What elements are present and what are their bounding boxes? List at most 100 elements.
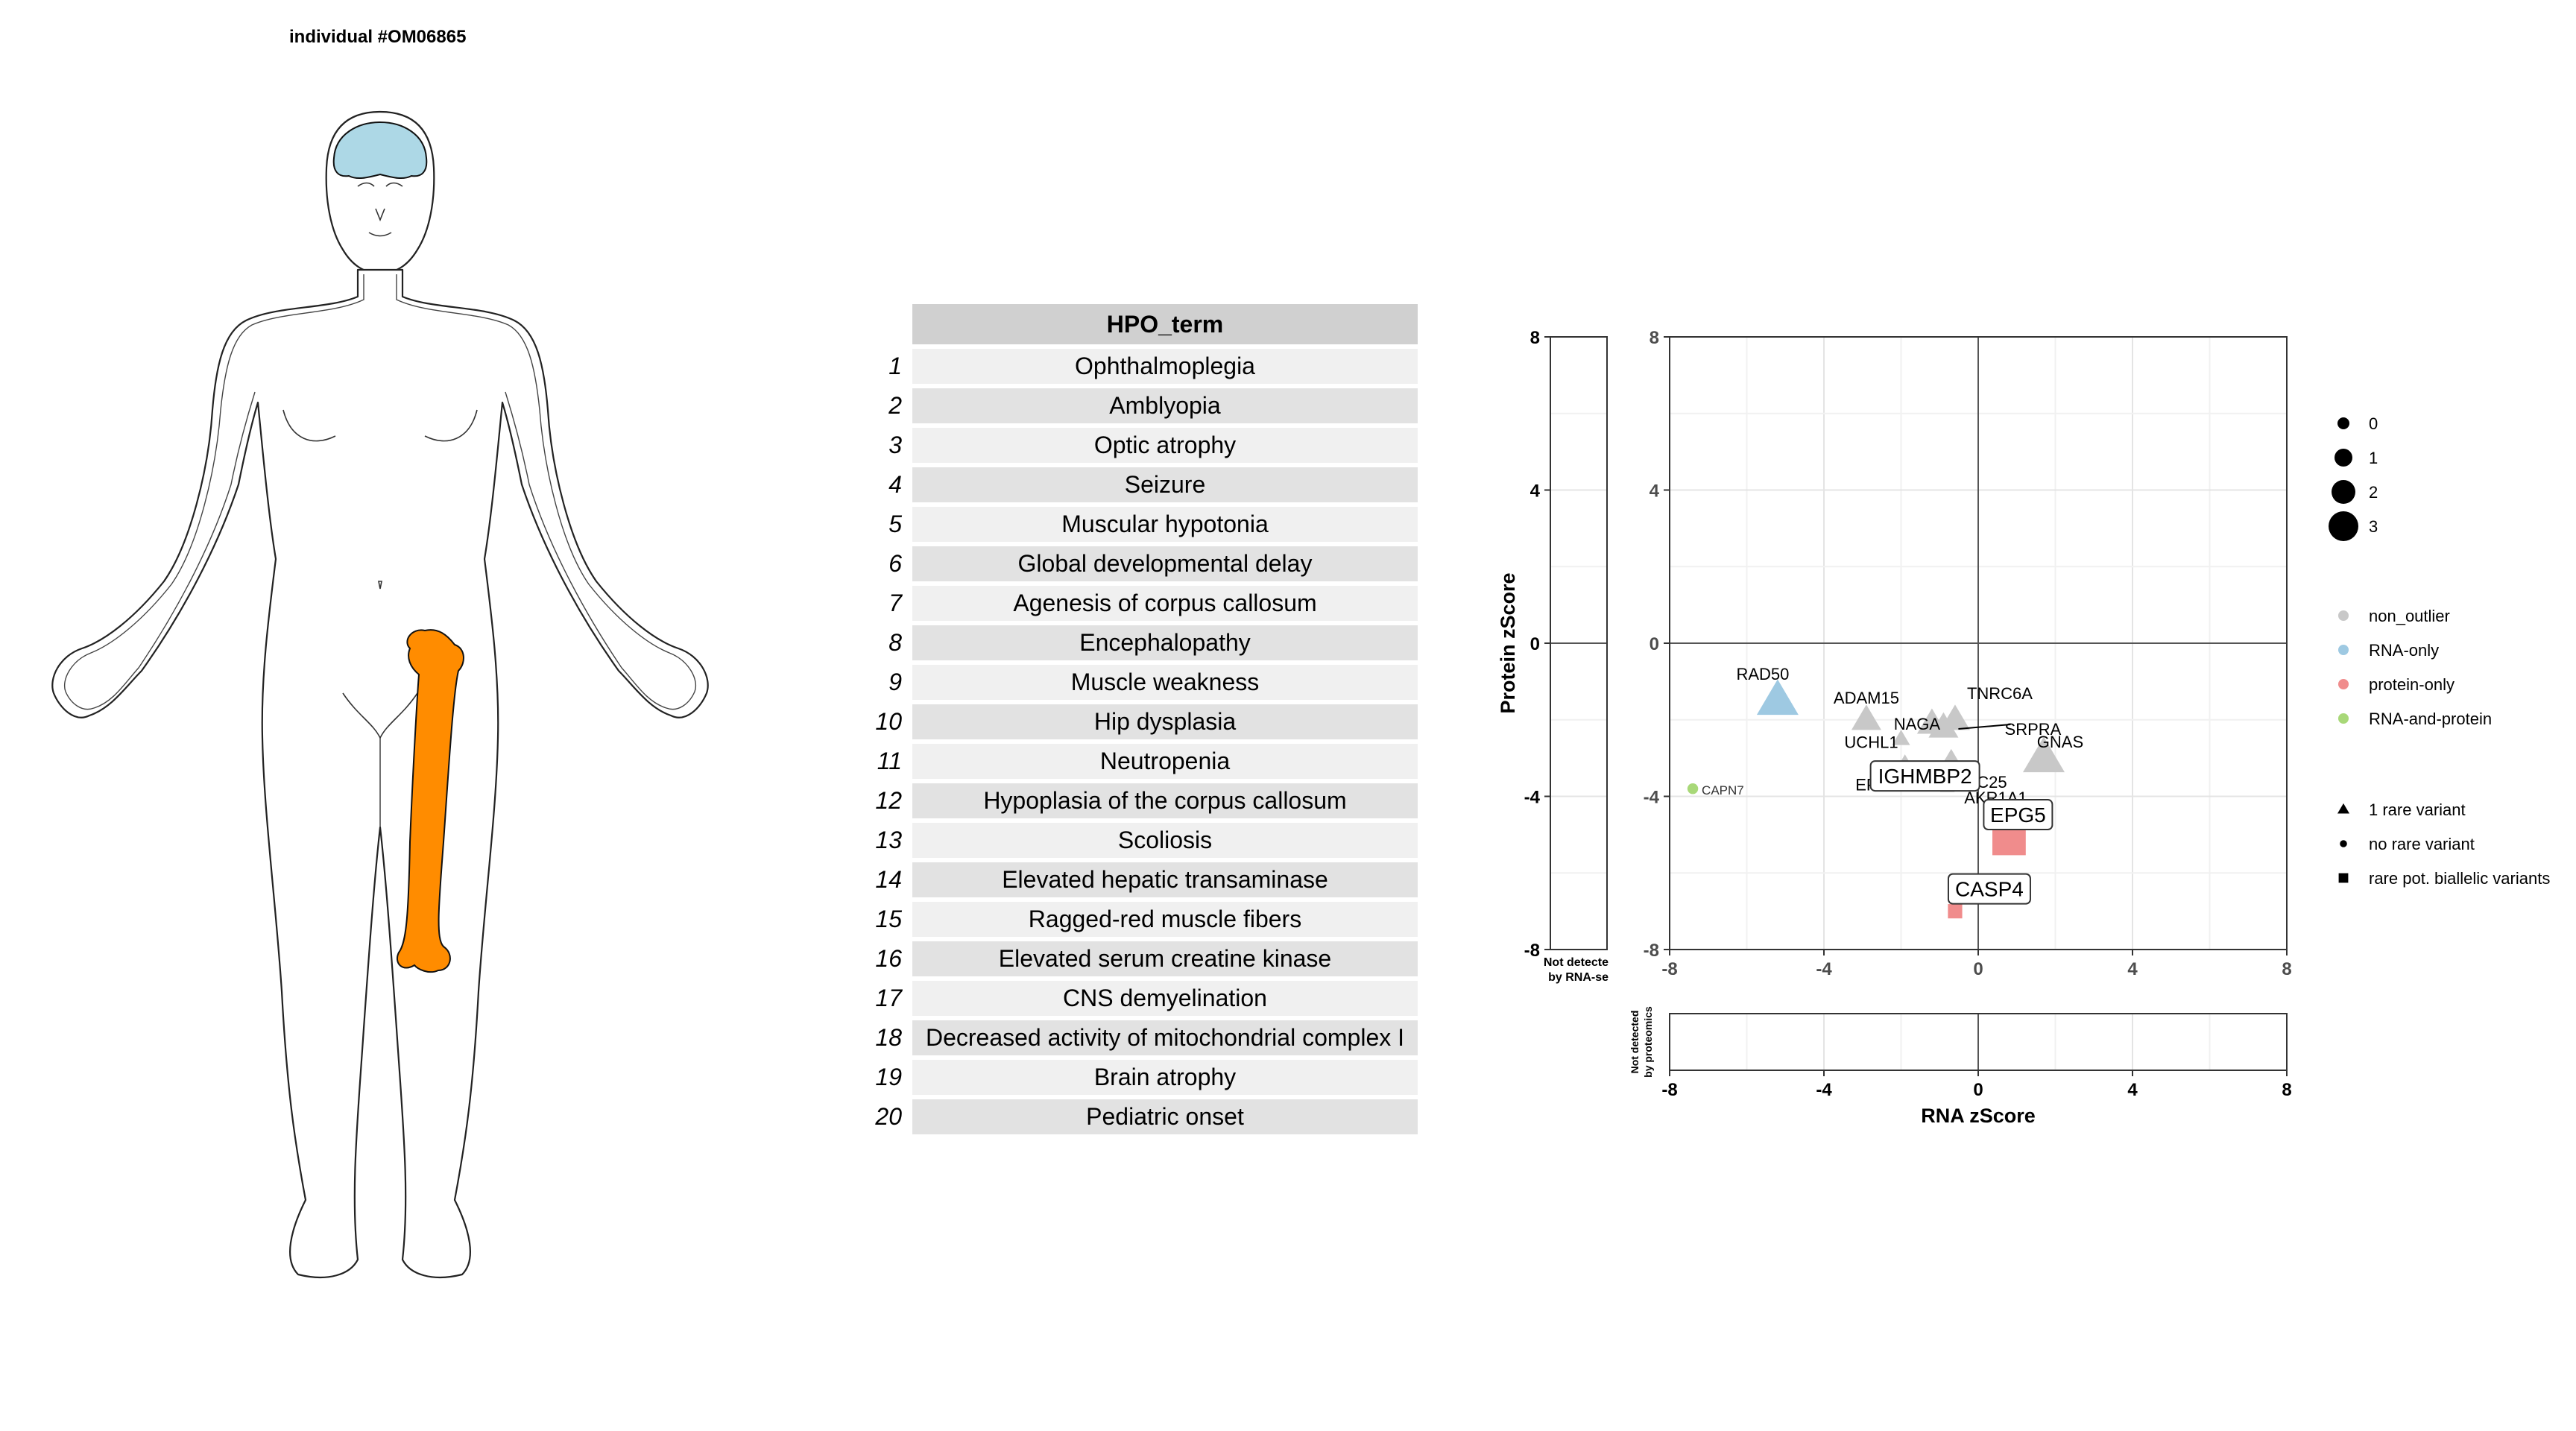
- point-label-casp4: CASP4: [1955, 878, 2024, 901]
- x-tick-label-bottom: -8: [1661, 1080, 1677, 1100]
- point-label-srpra: SRPRA: [2005, 720, 2062, 739]
- point-label-box: [1869, 760, 1980, 792]
- hpo-row-index: 5: [857, 507, 912, 542]
- hpo-row-index: 18: [857, 1020, 912, 1055]
- hpo-row-index: 16: [857, 941, 912, 976]
- hpo-table-row: 10 Hip dysplasia: [857, 704, 1418, 739]
- hpo-row-index: 19: [857, 1060, 912, 1095]
- point-uchl1: [1892, 730, 1910, 745]
- legend-color-key: [2338, 645, 2349, 655]
- legend-color-key: [2338, 679, 2349, 689]
- legend-shape-key: [2337, 803, 2349, 814]
- point-label-rad50: RAD50: [1736, 665, 1789, 683]
- legend-shape-label: no rare variant: [2369, 835, 2475, 853]
- point-casp4: [1948, 904, 1963, 919]
- hpo-row-index: 6: [857, 546, 912, 581]
- hpo-row-term: Optic atrophy: [912, 428, 1418, 463]
- hpo-row-index: 15: [857, 902, 912, 937]
- legend-color-label: RNA-and-protein: [2369, 710, 2492, 728]
- hpo-row-term: Muscular hypotonia: [912, 507, 1418, 542]
- point-label-epg5: EPG5: [1990, 803, 2046, 827]
- hpo-table-row: 20 Pediatric onset: [857, 1099, 1418, 1134]
- hpo-row-index: 4: [857, 467, 912, 502]
- hpo-row-term: Seizure: [912, 467, 1418, 502]
- x-tick-label: 0: [1973, 959, 1983, 979]
- hpo-table-row: 19 Brain atrophy: [857, 1060, 1418, 1095]
- legend-shape-label: rare pot. biallelic variants: [2369, 869, 2550, 888]
- x-tick-label-bottom: 4: [2127, 1080, 2138, 1100]
- hpo-table-row: 11 Neutropenia: [857, 744, 1418, 779]
- legend-size-label: 1: [2369, 449, 2378, 467]
- hpo-row-term: CNS demyelination: [912, 981, 1418, 1016]
- legend-size-label: 3: [2369, 517, 2378, 536]
- legend-size-key: [2337, 417, 2349, 429]
- hpo-row-index: 1: [857, 349, 912, 384]
- legend-size-key: [2329, 511, 2358, 541]
- hpo-table-row: 4 Seizure: [857, 467, 1418, 502]
- hpo-row-index: 11: [857, 744, 912, 779]
- hpo-table-row: 3 Optic atrophy: [857, 428, 1418, 463]
- hpo-row-term: Pediatric onset: [912, 1099, 1418, 1134]
- legend-color-label: protein-only: [2369, 675, 2455, 694]
- legend-color-key: [2338, 713, 2349, 724]
- hpo-term-table: HPO_term 1 Ophthalmoplegia 2 Amblyopia 3 Opti…: [857, 300, 1418, 1139]
- y-tick-label-left: 0: [1530, 634, 1540, 654]
- hpo-table-body: 1 Ophthalmoplegia 2 Amblyopia 3 Optic atrophy…: [857, 349, 1418, 1134]
- navel: [378, 581, 382, 590]
- hpo-row-index: 20: [857, 1099, 912, 1134]
- y-axis-title: Protein zScore: [1497, 572, 1519, 713]
- not-detected-protein-label: Not detected: [1629, 1011, 1641, 1074]
- hpo-row-term: Amblyopia: [912, 388, 1418, 423]
- hpo-table-row: 9 Muscle weakness: [857, 665, 1418, 700]
- hpo-row-index: 12: [857, 783, 912, 818]
- hpo-row-term: Brain atrophy: [912, 1060, 1418, 1095]
- point-label-ighmbp2: IGHMBP2: [1878, 765, 1972, 788]
- y-tick-label: 4: [1650, 481, 1660, 502]
- y-tick-label: 8: [1650, 328, 1659, 348]
- hpo-table-row: 17 CNS demyelination: [857, 981, 1418, 1016]
- legend-shape-label: 1 rare variant: [2369, 800, 2466, 819]
- y-tick-label: -4: [1644, 788, 1660, 808]
- hpo-row-term: Elevated serum creatine kinase: [912, 941, 1418, 976]
- hpo-table-row: 13 Scoliosis: [857, 823, 1418, 858]
- hpo-table-row: 5 Muscular hypotonia: [857, 507, 1418, 542]
- legend-color-key: [2338, 610, 2349, 621]
- hpo-row-index: 2: [857, 388, 912, 423]
- not-detected-protein-label: by proteomics: [1642, 1006, 1654, 1078]
- point-label-uchl1: UCHL1: [1844, 733, 1898, 751]
- point-label-tnrc6a: TNRC6A: [1967, 684, 2033, 703]
- point-label-naga: NAGA: [1894, 715, 1941, 733]
- hpo-row-term: Ophthalmoplegia: [912, 349, 1418, 384]
- hpo-row-index: 13: [857, 823, 912, 858]
- hpo-table-row: 7 Agenesis of corpus callosum: [857, 586, 1418, 621]
- face: [357, 182, 403, 237]
- x-tick-label: -8: [1661, 959, 1677, 979]
- point-label-adam15: ADAM15: [1834, 689, 1899, 707]
- hpo-row-term: Hip dysplasia: [912, 704, 1418, 739]
- hpo-table-row: 14 Elevated hepatic transaminase: [857, 862, 1418, 897]
- legend-size-label: 2: [2369, 483, 2378, 502]
- hpo-table-row: 1 Ophthalmoplegia: [857, 349, 1418, 384]
- hpo-row-index: 17: [857, 981, 912, 1016]
- brain-highlight: [332, 121, 428, 180]
- hpo-table-row: 8 Encephalopathy: [857, 625, 1418, 660]
- point-adam15: [1851, 704, 1881, 730]
- legend-size-key: [2332, 480, 2355, 504]
- y-tick-label-left: 8: [1530, 328, 1540, 348]
- legend-shape-key: [2338, 873, 2349, 883]
- hpo-row-term: Hypoplasia of the corpus callosum: [912, 783, 1418, 818]
- hpo-row-index: 7: [857, 586, 912, 621]
- point-gnas: [2022, 736, 2065, 773]
- hpo-row-term: Agenesis of corpus callosum: [912, 586, 1418, 621]
- body-silhouette: [51, 110, 709, 1278]
- hpo-row-term: Global developmental delay: [912, 546, 1418, 581]
- hpo-row-term: Muscle weakness: [912, 665, 1418, 700]
- chart-points: RAD50ADAM15UCHL1NAGATNRC6ASRPRASPC25EPS1…: [1687, 665, 2083, 919]
- chart-legends: 0 1 2 3 non_outlier RNA-only protein-only RNA-a…: [2329, 414, 2550, 888]
- hpo-table-row: 15 Ragged-red muscle fibers: [857, 902, 1418, 937]
- point-srpra: [1928, 712, 1959, 738]
- hpo-table-header: HPO_term: [912, 304, 1418, 344]
- body-outline-diagram: [51, 110, 709, 1278]
- leader-line: [1958, 724, 2011, 730]
